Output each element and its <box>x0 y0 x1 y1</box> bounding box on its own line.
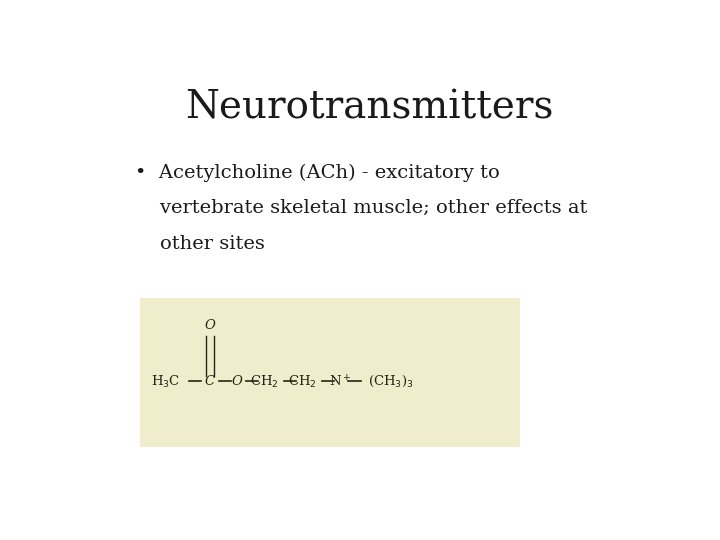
Text: CH$_2$: CH$_2$ <box>251 374 279 389</box>
Text: •  Acetylcholine (ACh) - excitatory to: • Acetylcholine (ACh) - excitatory to <box>135 164 500 182</box>
Text: O: O <box>232 375 243 388</box>
Text: O: O <box>204 319 215 332</box>
Text: other sites: other sites <box>135 234 264 253</box>
Text: C: C <box>205 375 215 388</box>
Text: N$^+$: N$^+$ <box>329 374 351 389</box>
Text: CH$_2$: CH$_2$ <box>288 374 317 389</box>
Text: (CH$_3$)$_3$: (CH$_3$)$_3$ <box>368 374 413 389</box>
Text: H$_3$C: H$_3$C <box>150 374 180 389</box>
FancyBboxPatch shape <box>140 298 520 447</box>
Text: vertebrate skeletal muscle; other effects at: vertebrate skeletal muscle; other effect… <box>135 199 587 217</box>
Text: Neurotransmitters: Neurotransmitters <box>185 90 553 127</box>
